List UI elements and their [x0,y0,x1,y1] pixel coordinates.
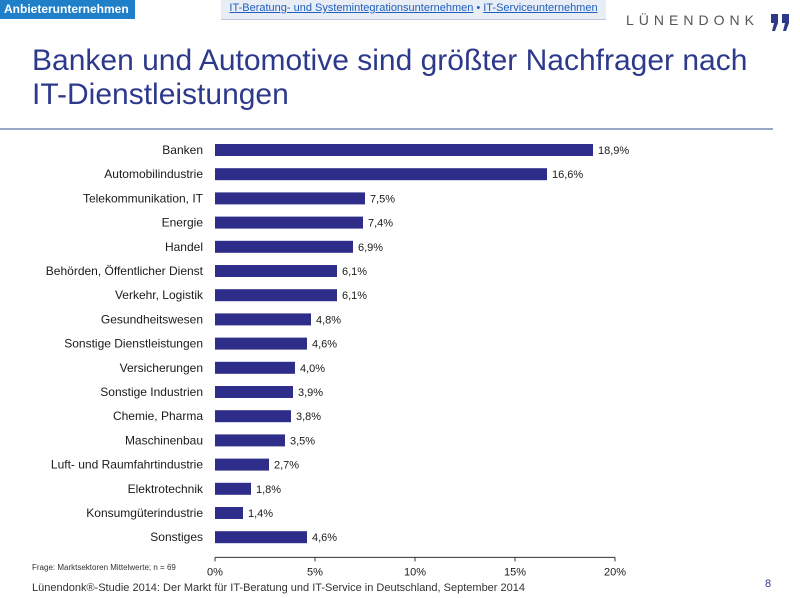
bar [215,507,243,519]
value-label: 3,9% [298,387,323,399]
section-tag: Anbieterunternehmen [0,0,135,19]
bar [215,289,337,302]
category-label: Behörden, Öffentlicher Dienst [46,264,204,278]
source-note: Lünendonk®-Studie 2014: Der Markt für IT… [32,582,525,594]
bar [215,434,285,447]
x-tick-label: 15% [504,566,526,578]
value-label: 3,5% [290,435,315,447]
category-label: Konsumgüterindustrie [86,506,203,520]
breadcrumb-link-services[interactable]: IT-Serviceunternehmen [483,2,598,14]
bar [215,458,269,471]
value-label: 1,8% [256,484,281,496]
x-tick-label: 20% [604,566,626,578]
category-label: Sonstiges [150,530,203,544]
breadcrumb-link-consulting[interactable]: IT-Beratung- und Systemintegrationsunter… [229,2,474,14]
breadcrumb: IT-Beratung- und Systemintegrationsunter… [221,0,606,20]
value-label: 4,0% [300,363,325,375]
bar [215,144,593,156]
title-divider [0,128,773,130]
value-label: 6,1% [342,290,367,302]
page-title: Banken und Automotive sind größter Nachf… [32,44,748,111]
bar [215,482,251,495]
value-label: 16,6% [552,169,583,181]
bar-chart: Banken 18,9% Automobilindustrie 16,6% Teleko… [46,143,630,578]
bar [215,168,547,181]
x-tick-label: 5% [307,566,323,578]
bar [215,313,311,326]
category-label: Energie [162,216,204,230]
category-label: Elektrotechnik [128,482,204,496]
bar [215,265,337,277]
bar [215,216,363,229]
company-logo-text: LÜNENDONK [626,12,759,28]
x-tick-label: 0% [207,566,223,578]
value-label: 7,5% [370,193,395,205]
category-label: Chemie, Pharma [113,409,203,423]
value-label: 1,4% [248,508,273,520]
value-label: 7,4% [368,218,393,230]
category-label: Automobilindustrie [104,167,203,181]
bar [215,337,307,350]
bar [215,192,365,205]
bar [215,410,291,423]
bar [215,531,307,544]
breadcrumb-separator: • [476,2,481,14]
bar [215,240,353,253]
category-label: Versicherungen [120,361,203,375]
bar [215,361,295,374]
value-label: 3,8% [296,411,321,423]
top-bar: Anbieterunternehmen IT-Beratung- und Sys… [0,0,800,20]
category-label: Maschinenbau [125,433,203,447]
category-label: Banken [162,143,203,157]
chart-footnote: Frage: Marktsektoren Mittelwerte; n = 69 [32,563,176,572]
category-label: Telekommunikation, IT [83,191,204,205]
category-label: Luft- und Raumfahrtindustrie [51,458,203,472]
value-label: 6,9% [358,242,383,254]
value-label: 18,9% [598,145,629,157]
category-label: Sonstige Industrien [100,385,203,399]
value-label: 4,6% [312,532,337,544]
value-label: 4,6% [312,339,337,351]
page-number: 8 [765,578,772,590]
category-label: Sonstige Dienstleistungen [64,337,203,351]
category-label: Gesundheitswesen [101,312,203,326]
value-label: 6,1% [342,266,367,278]
value-label: 2,7% [274,460,299,472]
category-label: Handel [165,240,203,254]
category-label: Verkehr, Logistik [115,288,204,302]
value-label: 4,8% [316,314,341,326]
bar [215,386,293,398]
logo-quote-icon [771,14,789,31]
x-tick-label: 10% [404,566,426,578]
